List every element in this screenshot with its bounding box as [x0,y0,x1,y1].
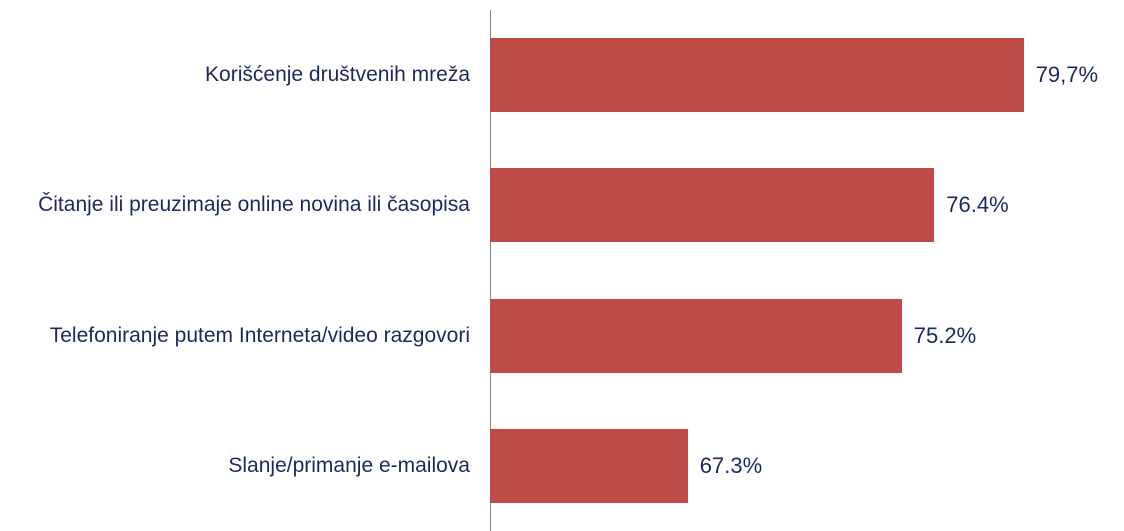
bar [490,38,1024,113]
bar [490,428,688,503]
value-label: 67.3% [699,452,763,478]
category-label: Čitanje ili preuzimaje online novina ili… [38,193,470,217]
category-axis [490,10,491,531]
value-label: 79,7% [1035,62,1099,88]
category-label: Slanje/primanje e-mailova [228,453,470,477]
bar [490,298,902,373]
category-label: Korišćenje društvenih mreža [205,63,470,87]
bar [490,168,935,243]
value-label: 75.2% [913,322,977,348]
category-label: Telefoniranje putem Interneta/video razg… [49,323,470,347]
value-label: 76.4% [946,192,1009,218]
